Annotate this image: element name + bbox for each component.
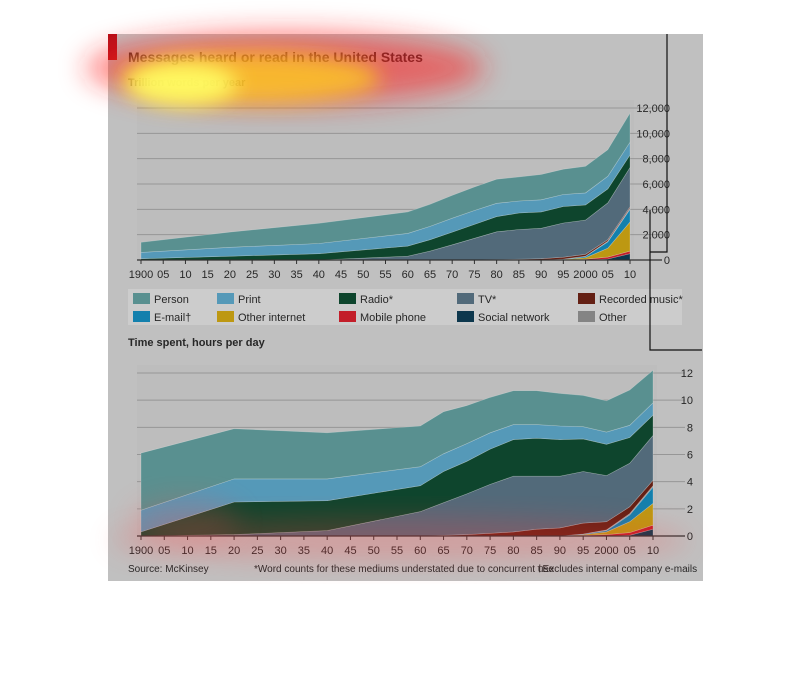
x-tick-label: 35 [298,545,310,557]
source-note: Source: McKinsey [128,564,209,575]
x-tick-label: 80 [491,269,503,281]
x-tick-label: 1900 [129,269,153,281]
x-tick-label: 95 [557,269,569,281]
legend-label: Social network [478,312,550,324]
x-tick-label: 10 [647,545,659,557]
chart1-subtitle: Trillion words per year [128,77,246,89]
y-tick-label: 6,000 [642,179,670,191]
x-tick-label: 15 [202,269,214,281]
x-tick-label: 70 [446,269,458,281]
y-tick-label: 10 [681,395,693,407]
legend-label: Other [599,312,627,324]
legend-label: Print [238,294,261,306]
chart2-plot: 0 2 4 6 8 10 12 1900 05 10 15 20 25 30 35 40 45 50 55 60 65 7… [129,365,693,557]
legend-label: Recorded music* [599,294,683,306]
x-tick-label: 05 [624,545,636,557]
legend-swatch [578,311,595,322]
x-tick-label: 55 [391,545,403,557]
legend-swatch [339,293,356,304]
x-tick-label: 05 [157,269,169,281]
x-tick-label: 60 [414,545,426,557]
x-tick-label: 35 [290,269,302,281]
legend-label: Person [154,294,189,306]
x-tick-label: 40 [321,545,333,557]
legend-label: TV* [478,294,497,306]
x-tick-label: 75 [484,545,496,557]
area-person [140,369,654,511]
x-tick-label: 10 [624,269,636,281]
chart1-title: Messages heard or read in the United Sta… [128,49,423,65]
x-tick-label: 50 [357,269,369,281]
legend-label: Other internet [238,312,305,324]
x-tick-label: 60 [402,269,414,281]
accent-bar [108,34,117,60]
legend-swatch [133,311,150,322]
legend-swatch [339,311,356,322]
legend-label: Radio* [360,294,394,306]
x-tick-label: 90 [554,545,566,557]
x-tick-label: 75 [468,269,480,281]
x-tick-label: 30 [275,545,287,557]
x-tick-label: 2000 [594,545,618,557]
y-tick-label: 4 [687,477,693,489]
legend-swatch [578,293,595,304]
x-tick-label: 20 [224,269,236,281]
x-tick-label: 10 [179,269,191,281]
x-tick-label: 20 [228,545,240,557]
footnote-concurrent: *Word counts for these mediums understat… [254,564,554,575]
y-tick-label: 12 [681,368,693,380]
y-tick-label: 8,000 [642,154,670,166]
chart1-plot: 0 2,000 4,000 6,000 8,000 10,000 12,000 1900 05 1… [129,100,670,281]
x-tick-label: 05 [158,545,170,557]
x-tick-label: 50 [368,545,380,557]
x-tick-label: 45 [335,269,347,281]
legend-swatch [133,293,150,304]
chart2-title: Time spent, hours per day [128,337,266,349]
area-radio [140,414,654,537]
y-tick-label: 4,000 [642,204,670,216]
x-tick-label: 30 [268,269,280,281]
y-tick-label: 6 [687,450,693,462]
legend-swatch [457,293,474,304]
x-tick-label: 1900 [129,545,153,557]
x-tick-label: 10 [181,545,193,557]
x-tick-label: 65 [424,269,436,281]
x-tick-label: 05 [602,269,614,281]
x-tick-label: 80 [507,545,519,557]
x-tick-label: 90 [535,269,547,281]
x-tick-label: 95 [577,545,589,557]
legend-swatch [217,293,234,304]
x-tick-label: 70 [461,545,473,557]
legend-label: E-mail† [154,312,191,324]
y-tick-label: 10,000 [636,128,670,140]
x-tick-label: 25 [251,545,263,557]
y-tick-label: 8 [687,422,693,434]
x-tick-label: 85 [531,545,543,557]
y-tick-label: 12,000 [636,103,670,115]
x-tick-label: 2000 [573,269,597,281]
y-tick-label: 0 [664,255,670,267]
legend: Person Print Radio* TV* Recorded music* E-mai… [128,289,683,325]
y-tick-label: 2,000 [642,230,670,242]
x-tick-label: 15 [205,545,217,557]
y-tick-label: 0 [687,531,693,543]
x-tick-label: 45 [344,545,356,557]
y-tick-label: 2 [687,504,693,516]
x-tick-label: 40 [313,269,325,281]
x-tick-label: 65 [437,545,449,557]
footnote-email: †Excludes internal company e-mails [537,564,697,575]
legend-swatch [217,311,234,322]
area-person [140,112,631,253]
x-tick-label: 25 [246,269,258,281]
x-tick-label: 55 [379,269,391,281]
legend-label: Mobile phone [360,312,426,324]
legend-swatch [457,311,474,322]
x-tick-label: 85 [513,269,525,281]
